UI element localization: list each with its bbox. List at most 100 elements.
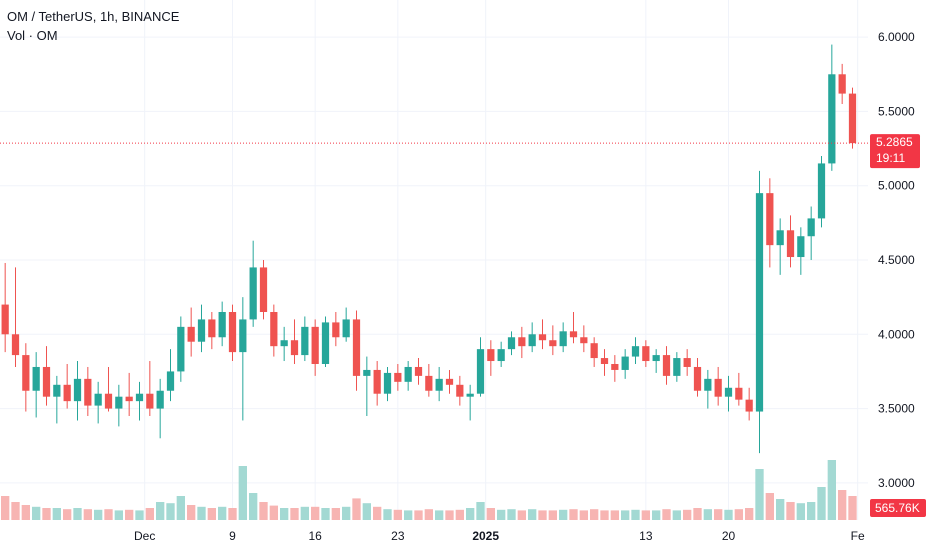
volume-bar	[631, 509, 640, 520]
candle-body	[270, 312, 278, 347]
volume-bar	[528, 509, 537, 520]
x-tick-label: Dec	[134, 529, 155, 543]
candle-body	[518, 337, 526, 347]
volume-bar	[424, 509, 433, 520]
volume-bar	[610, 510, 619, 520]
candle-body	[817, 163, 826, 219]
candle-body	[280, 340, 288, 347]
candle-body	[828, 74, 836, 164]
candle-body	[187, 326, 195, 342]
volume-bar	[662, 509, 671, 520]
volume-bar	[73, 508, 82, 520]
volume-bar	[321, 508, 330, 520]
candle-body	[53, 384, 61, 397]
time-axis[interactable]: Dec 9 16 23 2025 13 20 Fe	[134, 529, 865, 543]
volume-value-label: 565.76K	[875, 501, 920, 515]
x-tick-label: Fe	[851, 529, 865, 543]
candle-body	[63, 384, 71, 402]
volume-bar	[590, 509, 599, 520]
candle-body	[177, 326, 185, 372]
volume-bar	[21, 505, 30, 520]
candle-body	[321, 322, 330, 364]
volume-bar	[652, 510, 661, 520]
volume-bar	[600, 510, 609, 520]
volume-bar	[269, 505, 278, 520]
volume-bar	[683, 509, 692, 520]
candle-body	[466, 393, 474, 397]
volume-bar	[714, 509, 723, 520]
symbol-title[interactable]: OM / TetherUS, 1h, BINANCE	[7, 9, 180, 24]
volume-bar	[52, 508, 61, 520]
x-tick-label: 13	[639, 529, 653, 543]
volume-bar	[817, 487, 826, 520]
volume-bar	[352, 498, 361, 520]
last-price-badge	[870, 134, 920, 169]
volume-bar	[207, 508, 216, 520]
candle-body	[94, 393, 102, 406]
candle-body	[84, 378, 92, 406]
volume-bar	[228, 508, 237, 520]
volume-bar	[786, 502, 795, 520]
volume-bar	[621, 510, 630, 520]
candle-body	[311, 326, 319, 364]
volume-bar	[373, 506, 382, 520]
candle-body	[766, 193, 774, 246]
volume-bar	[807, 502, 816, 520]
x-tick-label: 20	[722, 529, 736, 543]
candle-body	[435, 378, 443, 391]
volume-bar	[579, 510, 588, 520]
candle-body	[642, 346, 650, 362]
price-axis[interactable]: 6.0000 5.5000 5.0000 4.5000 4.0000 3.5000 3.00…	[878, 30, 915, 490]
volume-bar	[104, 509, 113, 520]
volume-bar	[135, 510, 144, 520]
volume-bar	[497, 509, 506, 520]
volume-bar	[466, 508, 475, 520]
axis-price-labels: 5.2865 19:11 565.76K	[870, 134, 926, 517]
volume-bars	[1, 460, 857, 520]
volume-bar	[838, 490, 847, 520]
candle-body	[197, 319, 206, 342]
candle-body	[11, 334, 20, 356]
volume-bar	[249, 493, 258, 520]
volume-bar	[569, 509, 578, 520]
candle-body	[290, 340, 299, 356]
volume-bar	[259, 502, 268, 520]
y-tick-label: 4.5000	[878, 253, 915, 267]
candle-body	[115, 396, 123, 409]
volume-indicator-label[interactable]: Vol · OM	[7, 28, 58, 43]
candle-body	[394, 372, 402, 382]
candle-body	[456, 384, 464, 397]
volume-bar	[776, 499, 785, 520]
candle-body	[135, 393, 144, 402]
volume-bar	[11, 502, 20, 520]
volume-bar	[796, 503, 805, 520]
volume-bar	[435, 510, 444, 520]
volume-bar	[145, 508, 154, 520]
candle-body	[683, 358, 691, 367]
candle-body	[704, 378, 712, 391]
candle-body	[507, 337, 516, 350]
candle-body	[559, 331, 567, 347]
candle-body	[218, 312, 226, 338]
candle-body	[776, 230, 784, 246]
volume-bar	[280, 508, 289, 520]
volume-bar	[507, 509, 516, 520]
candle-body	[414, 366, 423, 376]
candle-body	[125, 396, 133, 402]
volume-bar	[486, 508, 495, 520]
volume-badge	[870, 499, 926, 517]
candle-body	[569, 331, 578, 338]
volume-bar	[848, 496, 857, 520]
candle-body	[259, 267, 268, 312]
volume-bar	[311, 506, 320, 520]
volume-bar	[538, 510, 547, 520]
volume-bar	[197, 506, 206, 520]
candle-body	[848, 93, 857, 144]
candle-body	[631, 346, 640, 357]
grid	[0, 0, 868, 520]
volume-bar	[300, 506, 309, 520]
x-tick-label: 9	[229, 529, 236, 543]
last-price-label: 5.2865	[876, 135, 913, 149]
candle-body	[621, 356, 629, 370]
